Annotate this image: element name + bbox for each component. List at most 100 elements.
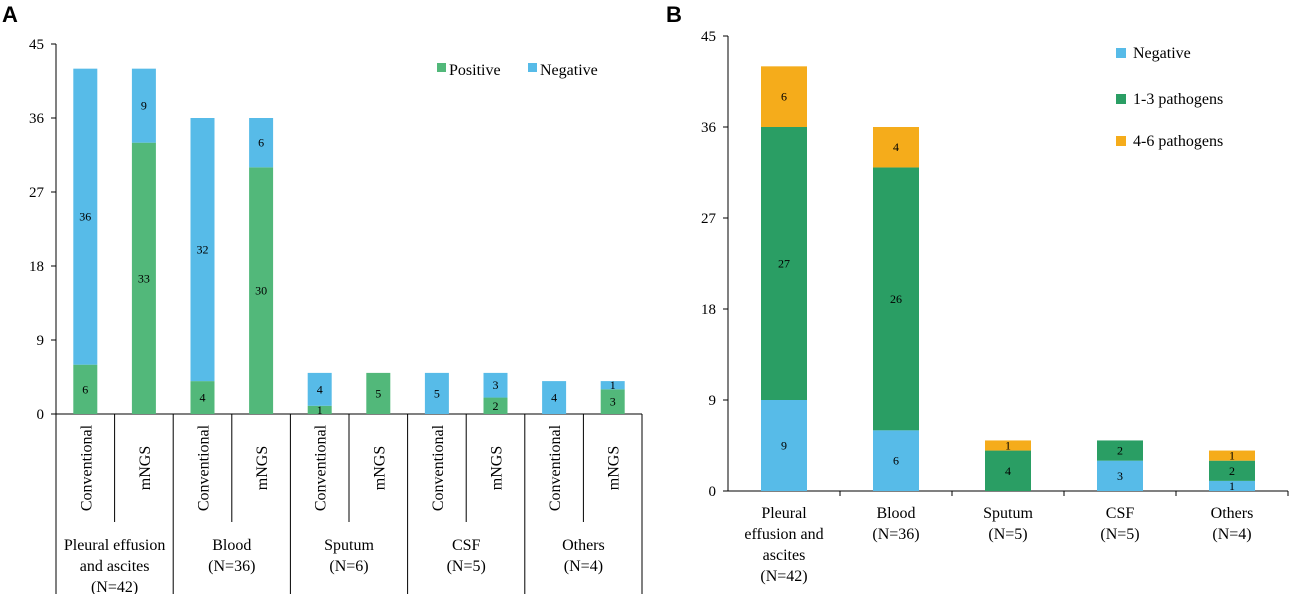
group-label: Blood bbox=[212, 537, 251, 554]
y-tick-label: 45 bbox=[701, 29, 716, 45]
group-label: (N=36) bbox=[208, 558, 255, 575]
bar-category-label: mNGS bbox=[489, 446, 506, 490]
group-label: (N=6) bbox=[329, 558, 368, 575]
bar-category-label: Conventional bbox=[547, 424, 564, 511]
category-label: effusion and bbox=[744, 526, 823, 543]
bar-segment-positive bbox=[307, 405, 332, 414]
bar-value-label: 2 bbox=[1117, 444, 1123, 458]
legend-swatch-positive bbox=[437, 63, 446, 72]
legend-label: Negative bbox=[1133, 45, 1191, 62]
bar-category-label: mNGS bbox=[254, 446, 271, 490]
bar-segment-negative bbox=[1209, 480, 1255, 491]
bar-value-label: 1 bbox=[317, 403, 323, 417]
bar-segment-1-3-pathogens bbox=[1097, 440, 1143, 461]
panel-a-label: A bbox=[2, 2, 18, 27]
category-label: Others bbox=[1211, 505, 1254, 522]
bar-segment-positive bbox=[190, 381, 215, 414]
bar-value-label: 6 bbox=[781, 90, 787, 104]
bar-segment-positive bbox=[249, 167, 274, 414]
y-tick-label: 9 bbox=[709, 393, 717, 409]
bar-value-label: 5 bbox=[375, 386, 381, 400]
bar-segment-negative bbox=[873, 430, 919, 491]
panel-b-label: B bbox=[666, 2, 682, 27]
bar-value-label: 9 bbox=[781, 439, 787, 453]
bar-category-label: mNGS bbox=[137, 446, 154, 490]
category-label: (N=36) bbox=[872, 526, 919, 543]
group-label: and ascites bbox=[80, 558, 150, 575]
bar-value-label: 2 bbox=[1229, 464, 1235, 478]
bar-value-label: 3 bbox=[1117, 469, 1123, 483]
category-label: Blood bbox=[876, 505, 915, 522]
legend-swatch-negative bbox=[1116, 48, 1126, 58]
y-tick-label: 27 bbox=[701, 211, 717, 227]
group-label: Sputum bbox=[324, 537, 374, 554]
y-tick-label: 36 bbox=[29, 111, 45, 127]
bar-segment-positive bbox=[131, 142, 156, 414]
bar-value-label: 3 bbox=[610, 395, 616, 409]
y-tick-label: 36 bbox=[701, 120, 717, 136]
bar-segment-positive bbox=[73, 364, 98, 414]
bar-value-label: 1 bbox=[1229, 449, 1235, 463]
bar-value-label: 4 bbox=[551, 391, 557, 405]
bar-segment-negative bbox=[483, 372, 508, 398]
bar-value-label: 1 bbox=[610, 378, 616, 392]
bar-value-label: 27 bbox=[778, 257, 790, 271]
bar-segment-4-6-pathogens bbox=[1209, 450, 1255, 461]
bar-segment-negative bbox=[424, 372, 449, 414]
bar-value-label: 6 bbox=[893, 454, 899, 468]
bar-segment-negative bbox=[249, 118, 274, 168]
bar-segment-negative bbox=[190, 118, 215, 382]
bar-value-label: 4 bbox=[317, 382, 323, 396]
bar-value-label: 4 bbox=[893, 140, 899, 154]
bar-segment-positive bbox=[600, 389, 625, 414]
group-label: (N=5) bbox=[447, 558, 486, 575]
bar-value-label: 1 bbox=[1229, 479, 1235, 493]
bar-value-label: 4 bbox=[1005, 464, 1011, 478]
bar-value-label: 6 bbox=[82, 382, 88, 396]
category-label: (N=5) bbox=[1100, 526, 1139, 543]
bar-value-label: 1 bbox=[1005, 439, 1011, 453]
group-label: (N=42) bbox=[91, 579, 138, 594]
legend-label: 1-3 pathogens bbox=[1133, 91, 1223, 108]
category-label: ascites bbox=[763, 547, 806, 564]
y-tick-label: 45 bbox=[29, 37, 44, 53]
bar-value-label: 2 bbox=[493, 399, 499, 413]
category-label: (N=4) bbox=[1212, 526, 1251, 543]
bar-value-label: 36 bbox=[79, 210, 91, 224]
bar-segment-1-3-pathogens bbox=[761, 127, 807, 400]
y-tick-label: 18 bbox=[29, 259, 44, 275]
bar-value-label: 5 bbox=[434, 386, 440, 400]
bar-segment-negative bbox=[761, 400, 807, 491]
y-tick-label: 0 bbox=[37, 407, 45, 423]
legend-swatch-negative bbox=[528, 63, 537, 72]
bar-value-label: 30 bbox=[255, 284, 267, 298]
category-label: Sputum bbox=[983, 505, 1033, 522]
y-tick-label: 9 bbox=[37, 333, 45, 349]
group-label: Others bbox=[562, 537, 605, 554]
bar-segment-negative bbox=[1097, 460, 1143, 491]
bar-value-label: 33 bbox=[138, 271, 150, 285]
bar-value-label: 6 bbox=[258, 136, 264, 150]
bar-segment-positive bbox=[366, 372, 391, 414]
group-label: Pleural effusion bbox=[64, 537, 165, 554]
group-label: CSF bbox=[452, 537, 481, 554]
legend-label: Positive bbox=[449, 62, 501, 79]
bar-value-label: 9 bbox=[141, 99, 147, 113]
bar-value-label: 32 bbox=[197, 243, 209, 257]
legend-label: Negative bbox=[540, 62, 598, 79]
bar-segment-negative bbox=[600, 381, 625, 390]
bar-category-label: mNGS bbox=[371, 446, 388, 490]
category-label: CSF bbox=[1106, 505, 1135, 522]
bar-segment-1-3-pathogens bbox=[985, 450, 1031, 491]
category-label: (N=42) bbox=[760, 568, 807, 585]
legend-label: 4-6 pathogens bbox=[1133, 133, 1223, 150]
bar-value-label: 4 bbox=[200, 391, 206, 405]
bar-value-label: 26 bbox=[890, 292, 902, 306]
bar-segment-4-6-pathogens bbox=[985, 440, 1031, 451]
y-tick-label: 18 bbox=[701, 302, 716, 318]
bar-segment-negative bbox=[307, 372, 332, 406]
bar-segment-positive bbox=[483, 397, 508, 414]
bar-segment-1-3-pathogens bbox=[1209, 460, 1255, 481]
bar-category-label: mNGS bbox=[606, 446, 623, 490]
